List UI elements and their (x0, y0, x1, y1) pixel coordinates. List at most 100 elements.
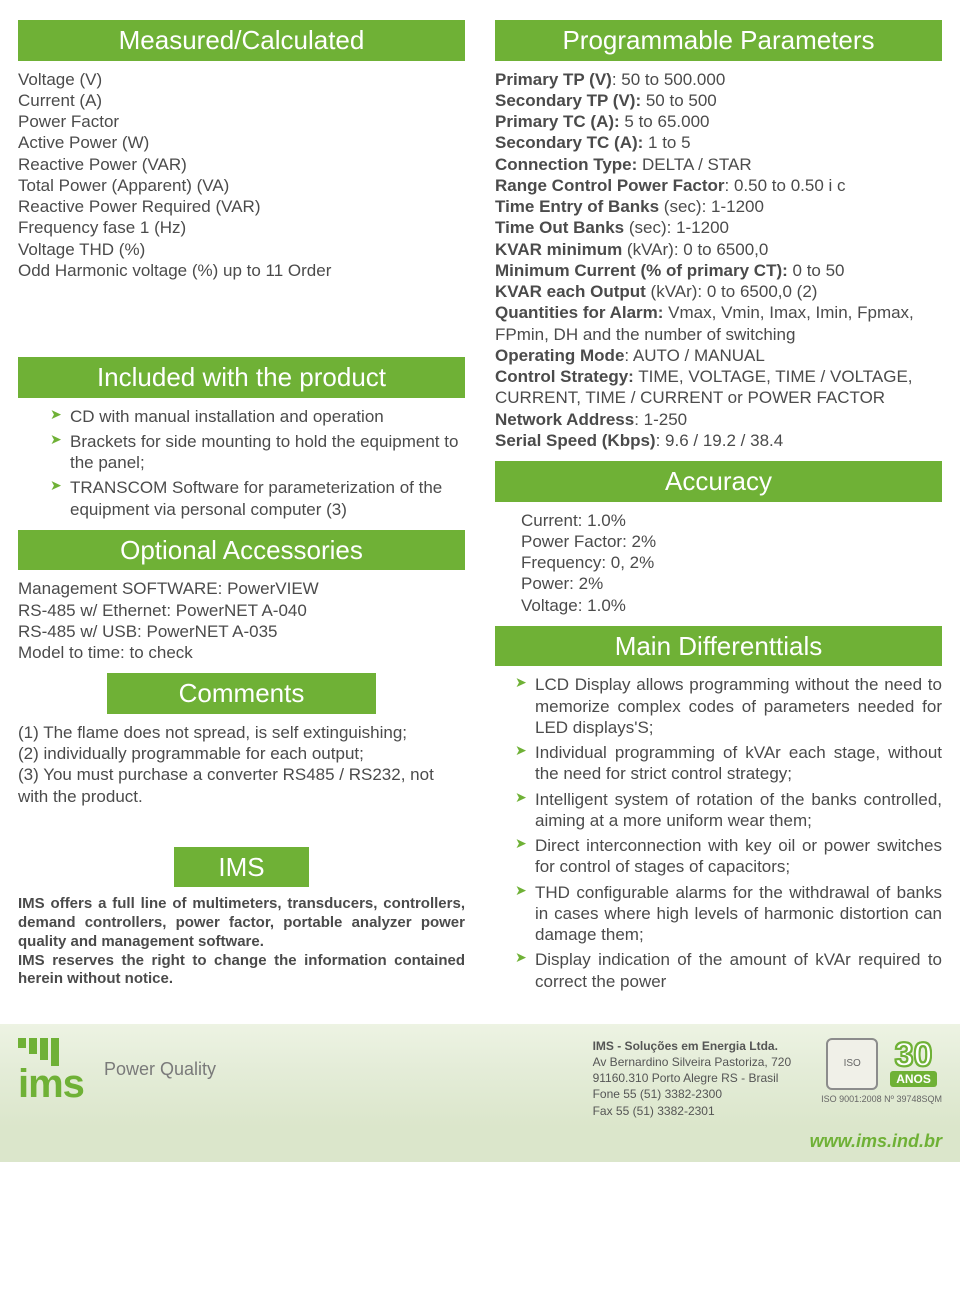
param-label: KVAR minimum (495, 240, 622, 259)
list-item: Reactive Power Required (VAR) (18, 196, 465, 217)
list-item: Brackets for side mounting to hold the e… (50, 431, 465, 474)
param-label: Minimum Current (% of primary CT): (495, 261, 788, 280)
param-value: : 1-250 (634, 410, 687, 429)
list-item: Active Power (W) (18, 132, 465, 153)
list-item: (2) individually programmable for each o… (18, 743, 465, 764)
ims-p2: IMS reserves the right to change the inf… (18, 952, 465, 990)
list-item: Intelligent system of rotation of the ba… (515, 789, 942, 832)
addr-line2: 91160.310 Porto Alegre RS - Brasil (593, 1070, 792, 1086)
ims-title: IMS (174, 847, 308, 888)
list-item: Odd Harmonic voltage (%) up to 11 Order (18, 260, 465, 281)
addr-line1: Av Bernardino Silveira Pastoriza, 720 (593, 1054, 792, 1070)
param-value: (kVAr): 0 to 6500,0 (622, 240, 768, 259)
param-value: 5 to 65.000 (620, 112, 710, 131)
param-line: Serial Speed (Kbps): 9.6 / 19.2 / 38.4 (495, 430, 942, 451)
list-item: Voltage: 1.0% (521, 595, 942, 616)
comments-list: (1) The flame does not spread, is self e… (18, 722, 465, 807)
right-column: Programmable Parameters Primary TP (V): … (495, 14, 942, 1002)
measured-title: Measured/Calculated (18, 20, 465, 61)
section-ims: IMS IMS offers a full line of multimeter… (18, 847, 465, 989)
list-item: Current: 1.0% (521, 510, 942, 531)
list-item: Individual programming of kVAr each stag… (515, 742, 942, 785)
param-line: Secondary TP (V): 50 to 500 (495, 90, 942, 111)
param-line: Minimum Current (% of primary CT): 0 to … (495, 260, 942, 281)
param-value: (sec): 1-1200 (624, 218, 729, 237)
list-item: Frequency fase 1 (Hz) (18, 217, 465, 238)
param-value: : AUTO / MANUAL (624, 346, 764, 365)
param-line: Range Control Power Factor: 0.50 to 0.50… (495, 175, 942, 196)
list-item: RS-485 w/ USB: PowerNET A-035 (18, 621, 465, 642)
param-line: Quantities for Alarm: Vmax, Vmin, Imax, … (495, 302, 942, 345)
param-line: Connection Type: DELTA / STAR (495, 154, 942, 175)
param-label: Primary TC (A): (495, 112, 620, 131)
list-item: Power: 2% (521, 573, 942, 594)
param-value: : 9.6 / 19.2 / 38.4 (656, 431, 784, 450)
list-item: Voltage (V) (18, 69, 465, 90)
section-programmable: Programmable Parameters Primary TP (V): … (495, 20, 942, 451)
optional-list: Management SOFTWARE: PowerVIEWRS-485 w/ … (18, 578, 465, 663)
param-label: Operating Mode (495, 346, 624, 365)
footer-badges: ISO 30 ANOS (826, 1038, 937, 1090)
footer-logo-block: ims Power Quality (18, 1038, 563, 1102)
param-line: KVAR each Output (kVAr): 0 to 6500,0 (2) (495, 281, 942, 302)
list-item: THD configurable alarms for the withdraw… (515, 882, 942, 946)
param-label: Secondary TC (A): (495, 133, 643, 152)
list-item: (1) The flame does not spread, is self e… (18, 722, 465, 743)
param-line: KVAR minimum (kVAr): 0 to 6500,0 (495, 239, 942, 260)
section-differentials: Main Differenttials LCD Display allows p… (495, 626, 942, 992)
list-item: Power Factor (18, 111, 465, 132)
list-item: LCD Display allows programming without t… (515, 674, 942, 738)
list-item: (3) You must purchase a converter RS485 … (18, 764, 465, 807)
list-item: Total Power (Apparent) (VA) (18, 175, 465, 196)
param-value: : 0.50 to 0.50 i c (725, 176, 846, 195)
included-list: CD with manual installation and operatio… (18, 406, 465, 520)
phone: Fone 55 (51) 3382-2300 (593, 1086, 792, 1102)
param-line: Primary TP (V): 50 to 500.000 (495, 69, 942, 90)
param-value: 50 to 500 (641, 91, 717, 110)
param-line: Secondary TC (A): 1 to 5 (495, 132, 942, 153)
ims-p1: IMS offers a full line of multimeters, t… (18, 895, 465, 951)
section-comments: Comments (1) The flame does not spread, … (18, 673, 465, 807)
param-value: (sec): 1-1200 (659, 197, 764, 216)
ims-logo: ims (18, 1038, 84, 1102)
param-label: Secondary TP (V): (495, 91, 641, 110)
list-item: RS-485 w/ Ethernet: PowerNET A-040 (18, 600, 465, 621)
comments-title: Comments (107, 673, 375, 714)
param-value: TIME, VOLTAGE, TIME / VOLTAGE, (634, 367, 913, 386)
param-label: Time Out Banks (495, 218, 624, 237)
param-line: Time Entry of Banks (sec): 1-1200 (495, 196, 942, 217)
list-item: Frequency: 0, 2% (521, 552, 942, 573)
list-item: Current (A) (18, 90, 465, 111)
list-item: Display indication of the amount of kVAr… (515, 949, 942, 992)
list-item: Reactive Power (VAR) (18, 154, 465, 175)
accuracy-list: Current: 1.0%Power Factor: 2%Frequency: … (495, 510, 942, 616)
programmable-title: Programmable Parameters (495, 20, 942, 61)
param-label: Primary TP (V) (495, 70, 612, 89)
list-item: Model to time: to check (18, 642, 465, 663)
param-line: Control Strategy: TIME, VOLTAGE, TIME / … (495, 366, 942, 387)
section-accuracy: Accuracy Current: 1.0%Power Factor: 2%Fr… (495, 461, 942, 616)
param-label: Quantities for Alarm: (495, 303, 663, 322)
param-value: 0 to 50 (788, 261, 845, 280)
iso-text: ISO 9001:2008 Nº 39748SQM (821, 1094, 942, 1104)
param-label: Control Strategy: (495, 367, 634, 386)
accuracy-title: Accuracy (495, 461, 942, 502)
years-label: ANOS (890, 1071, 937, 1087)
ims-logo-text: ims (18, 1066, 84, 1102)
param-label: KVAR each Output (495, 282, 646, 301)
param-value: 1 to 5 (643, 133, 690, 152)
footer-address: IMS - Soluções em Energia Ltda. Av Berna… (593, 1038, 792, 1119)
param-line: Time Out Banks (sec): 1-1200 (495, 217, 942, 238)
list-item: Voltage THD (%) (18, 239, 465, 260)
param-label: Network Address (495, 410, 634, 429)
included-title: Included with the product (18, 357, 465, 398)
differentials-list: LCD Display allows programming without t… (495, 674, 942, 992)
param-label: Time Entry of Banks (495, 197, 659, 216)
list-item: Management SOFTWARE: PowerVIEW (18, 578, 465, 599)
list-item: CD with manual installation and operatio… (50, 406, 465, 427)
footer: ims Power Quality IMS - Soluções em Ener… (0, 1020, 960, 1127)
iso-badge-icon: ISO (826, 1038, 878, 1090)
param-line: CURRENT, TIME / CURRENT or POWER FACTOR (495, 387, 942, 408)
left-column: Measured/Calculated Voltage (V)Current (… (18, 14, 465, 1002)
site-bar: www.ims.ind.br (0, 1127, 960, 1162)
